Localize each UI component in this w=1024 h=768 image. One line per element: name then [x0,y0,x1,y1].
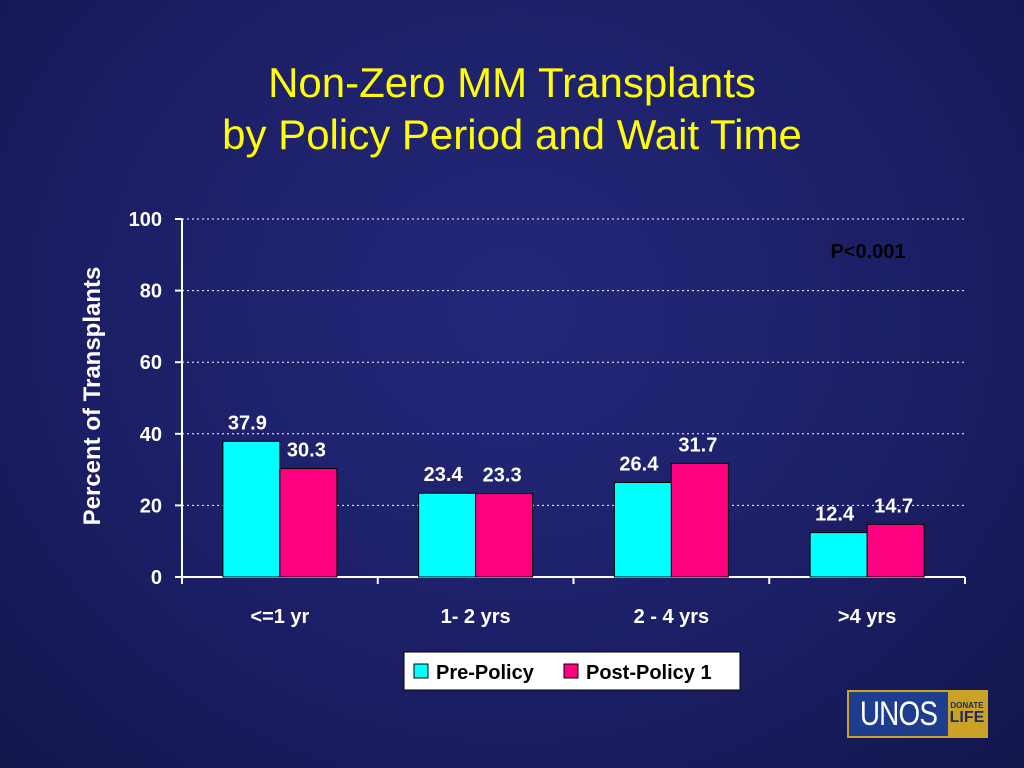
bar [475,493,534,578]
y-tick-label: 60 [140,352,162,374]
x-tick-label: <=1 yr [250,606,309,628]
y-tick-label: 0 [151,567,162,589]
data-label: 14.7 [874,495,913,517]
p-value-annotation: P<0.001 [830,241,905,263]
y-tick-label: 100 [129,209,162,231]
legend-swatch [563,663,579,679]
x-tick-label: >4 yrs [838,606,896,628]
data-label: 37.9 [228,412,267,434]
legend-label: Pre-Policy [436,662,535,684]
bar [279,468,338,578]
data-label: 23.3 [483,465,522,487]
bar [613,481,672,578]
data-label: 30.3 [287,440,326,462]
x-tick-label: 1- 2 yrs [441,606,511,628]
bar [809,532,868,578]
data-label: 31.7 [678,435,717,457]
donate-text: DONATE [950,701,984,710]
bar [222,440,281,578]
y-tick-label: 40 [140,424,162,446]
legend-swatch [413,663,429,679]
unos-donate-life-logo: UNOS DONATE LIFE [847,690,988,738]
y-axis-label: Percent of Transplants [79,267,106,526]
chart-title-line-1: Non-Zero MM Transplants [268,59,756,106]
data-label: 23.4 [424,464,464,486]
data-label: 12.4 [815,504,855,526]
bar [866,523,925,578]
data-label: 26.4 [619,453,659,475]
unos-wordmark: UNOS [859,695,938,733]
bar [670,463,729,578]
y-tick-label: 20 [140,495,162,517]
life-text: LIFE [949,709,985,726]
chart-title-line-2: by Policy Period and Wait Time [222,111,802,158]
x-tick-label: 2 - 4 yrs [634,606,710,628]
legend-label: Post-Policy 1 [586,662,712,684]
y-tick-label: 80 [140,281,162,303]
donate-life-badge: DONATE LIFE [948,692,986,736]
bar [418,492,477,578]
